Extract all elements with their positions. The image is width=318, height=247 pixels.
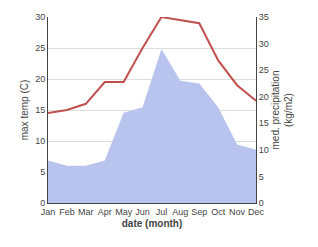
svg-text:date (month): date (month) [122,218,183,229]
svg-text:30: 30 [259,39,269,49]
svg-text:5: 5 [40,167,45,177]
svg-text:30: 30 [35,12,45,22]
svg-text:5: 5 [259,172,264,182]
svg-text:25: 25 [259,65,269,75]
svg-text:10: 10 [259,145,269,155]
svg-text:Nov: Nov [229,207,246,217]
svg-text:20: 20 [259,92,269,102]
svg-text:15: 15 [35,105,45,115]
svg-text:Jul: Jul [156,207,168,217]
svg-text:0: 0 [259,198,264,208]
svg-text:15: 15 [259,118,269,128]
svg-text:Feb: Feb [59,207,75,217]
svg-text:25: 25 [35,43,45,53]
svg-text:med. precipitation(kg/m2): med. precipitation(kg/m2) [270,71,294,150]
svg-text:Aug: Aug [172,207,188,217]
svg-text:max temp (C): max temp (C) [19,80,30,141]
svg-text:Oct: Oct [211,207,226,217]
svg-text:Dec: Dec [248,207,265,217]
svg-text:10: 10 [35,136,45,146]
svg-text:May: May [115,207,133,217]
svg-text:Jun: Jun [135,207,150,217]
svg-text:0: 0 [40,198,45,208]
svg-text:Mar: Mar [78,207,94,217]
svg-text:20: 20 [35,74,45,84]
svg-text:Jan: Jan [41,207,56,217]
svg-text:Apr: Apr [98,207,112,217]
svg-text:Sep: Sep [191,207,207,217]
svg-text:35: 35 [259,12,269,22]
